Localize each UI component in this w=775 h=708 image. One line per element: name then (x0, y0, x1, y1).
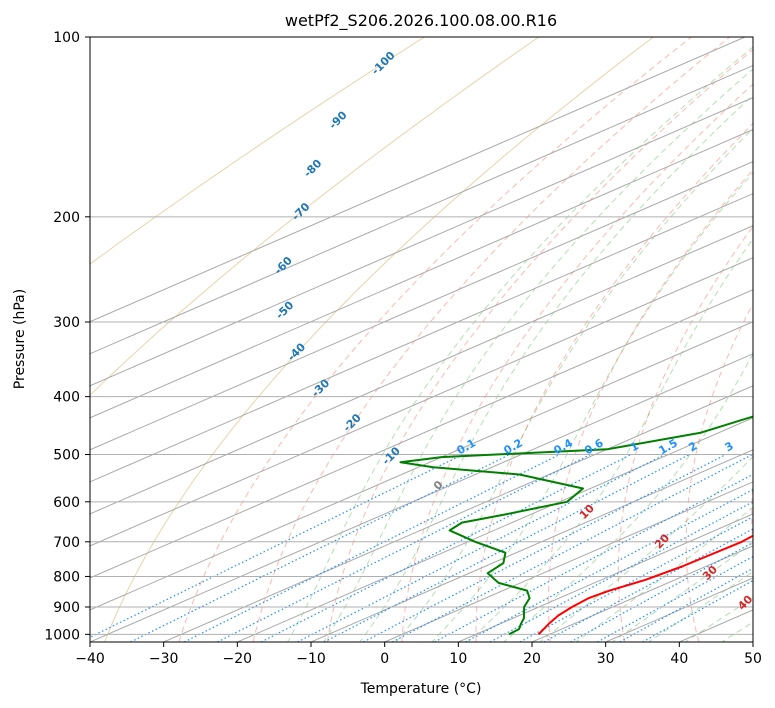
x-axis-label: Temperature (°C) (360, 681, 482, 697)
moist-adiabat-line (323, 68, 753, 642)
moist-adiabat-line (431, 171, 753, 642)
x-tick-label: 10 (449, 651, 467, 667)
isotherm-line (90, 96, 753, 387)
y-tick-label: 700 (53, 535, 80, 551)
mixing-ratio-line (543, 528, 753, 642)
mixing-ratio-line (465, 488, 753, 642)
x-tick-label: −10 (296, 651, 326, 667)
x-tick-label: −30 (149, 651, 179, 667)
isotherm-line (458, 513, 753, 642)
moist-adiabat-line (467, 237, 753, 642)
y-tick-label: 800 (53, 569, 80, 585)
mixing-ratio-label: 4 (749, 439, 762, 454)
isotherm-line (90, 129, 753, 419)
y-tick-label: 100 (53, 30, 80, 46)
y-tick-label: 300 (53, 315, 80, 331)
x-tick-label: −40 (75, 651, 105, 667)
cold-adiabat-line (90, 37, 540, 396)
isotherm-line (90, 37, 746, 323)
dry-adiabat-line (252, 37, 730, 642)
mixing-ratio-line (519, 516, 753, 642)
temperature-line (537, 534, 753, 635)
sounding-series (399, 415, 753, 636)
isotherm-line (90, 321, 753, 611)
isotherm-line (90, 289, 753, 579)
dry-adiabat-line (685, 302, 753, 642)
mixing-ratio-lines (90, 453, 753, 642)
dry-adiabat-line (547, 168, 753, 642)
mixing-ratio-line (570, 541, 753, 642)
dry-adiabat-line (475, 122, 753, 642)
isotherm-line (90, 225, 753, 515)
y-tick-label: 600 (53, 495, 80, 511)
dewpoint-line (399, 415, 753, 636)
dry-adiabat-line (617, 225, 753, 642)
moist-adiabat-line (395, 127, 753, 642)
isotherm-line (90, 193, 753, 483)
isotherm-line (90, 257, 753, 547)
moist-adiabat-line (647, 571, 753, 642)
isotherm-line (90, 161, 753, 451)
x-axis-ticks: −40 −30 −20 −10 0 10 20 30 40 50 (75, 642, 762, 667)
x-tick-label: 0 (380, 651, 389, 667)
isotherms (90, 37, 753, 642)
isotherm-line (163, 385, 753, 642)
x-tick-label: 50 (744, 651, 762, 667)
mixing-ratio-line (489, 501, 753, 642)
pressure-gridlines (90, 37, 753, 635)
isotherm-line (384, 481, 753, 642)
mixing-ratio-line (297, 453, 666, 642)
cold-adiabat-line (104, 37, 654, 642)
x-tick-label: −20 (223, 651, 253, 667)
y-axis-ticks: 100 200 300 400 500 600 700 800 900 1000 (44, 30, 90, 643)
chart-title: wetPf2_S206.2026.100.08.00.R16 (285, 11, 557, 31)
plot-frame (89, 36, 754, 643)
mixing-ratio-line (434, 473, 753, 642)
y-axis-label: Pressure (hPa) (12, 289, 28, 389)
y-tick-label: 900 (53, 600, 80, 616)
plot-area: -100-90-80-70-60-50-40-30-20-10010203040… (90, 37, 762, 642)
mixing-ratio-line (130, 453, 510, 642)
isotherm-line (310, 449, 753, 642)
x-tick-label: 20 (523, 651, 541, 667)
y-tick-label: 400 (53, 390, 80, 406)
moist-adiabat-line (539, 455, 753, 642)
moist-adiabat-line (287, 46, 753, 642)
dry-adiabat-line (178, 37, 692, 642)
y-tick-label: 500 (53, 448, 80, 464)
mixing-ratio-line (323, 453, 690, 642)
moist-adiabat-line (503, 352, 753, 642)
x-tick-label: 40 (670, 651, 688, 667)
mixing-ratio-line (90, 453, 464, 638)
x-tick-label: 30 (597, 651, 615, 667)
y-tick-label: 200 (53, 210, 80, 226)
moist-adiabat-line (575, 506, 753, 642)
isotherm-line (237, 417, 753, 642)
mixing-ratio-line (183, 453, 560, 642)
mixing-ratio-line (260, 453, 632, 642)
y-tick-label: 1000 (44, 627, 80, 643)
isotherm-line (90, 353, 753, 642)
mixing-ratio-line (597, 555, 753, 642)
isotherm-line (90, 64, 753, 355)
moist-adiabat-line (359, 94, 753, 642)
